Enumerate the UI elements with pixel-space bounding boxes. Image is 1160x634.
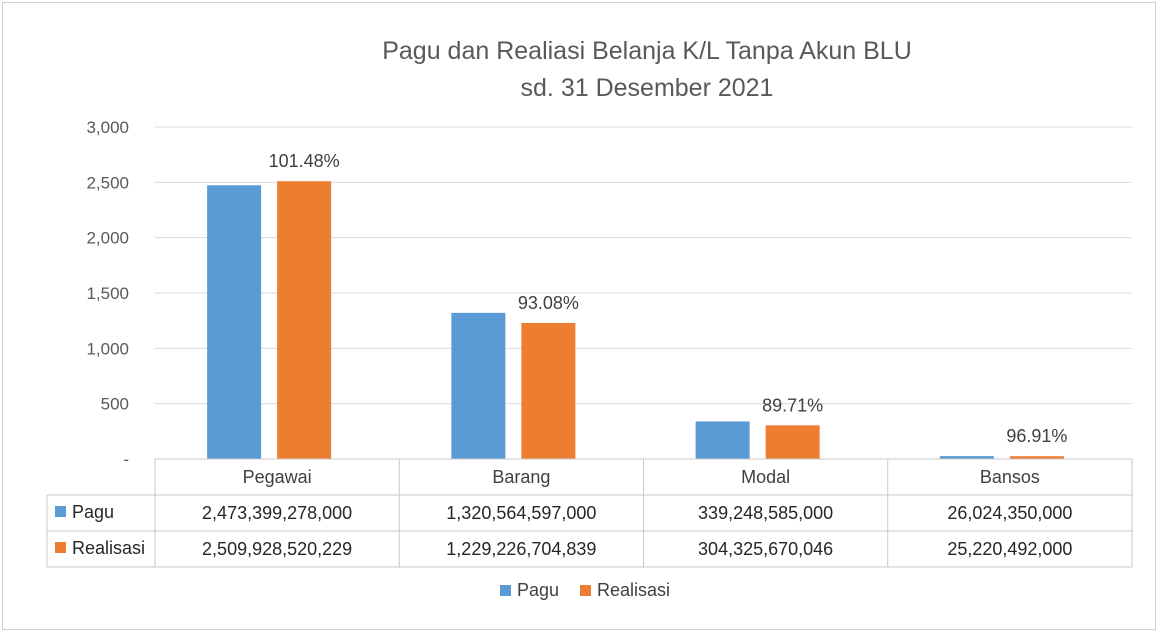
data-label: 93.08% — [518, 293, 579, 313]
y-tick-label: - — [123, 450, 129, 469]
bar-realisasi-modal — [765, 425, 820, 459]
legend-key — [580, 585, 591, 596]
table-cell: 25,220,492,000 — [947, 539, 1072, 559]
bar-pagu-bansos — [939, 456, 994, 459]
table-row-label: Pagu — [72, 502, 114, 522]
data-label: 89.71% — [762, 395, 823, 415]
data-label: 101.48% — [269, 151, 340, 171]
legend-label: Realisasi — [597, 580, 670, 600]
table-cell: 1,229,226,704,839 — [446, 539, 596, 559]
y-tick-label: 2,000 — [86, 229, 129, 248]
category-label: Bansos — [980, 467, 1040, 487]
table-cell: 304,325,670,046 — [698, 539, 833, 559]
category-label: Modal — [741, 467, 790, 487]
bar-realisasi-barang — [521, 322, 576, 459]
table-cell: 339,248,585,000 — [698, 503, 833, 523]
legend-label: Pagu — [517, 580, 559, 600]
table-cell: 26,024,350,000 — [947, 503, 1072, 523]
y-tick-label: 1,000 — [86, 339, 129, 358]
category-label: Pegawai — [243, 467, 312, 487]
bar-pagu-barang — [451, 312, 506, 459]
table-cell: 1,320,564,597,000 — [446, 503, 596, 523]
bar-chart: Pagu dan Realiasi Belanja K/L Tanpa Akun… — [46, 37, 1133, 600]
bar-pagu-modal — [695, 421, 750, 459]
y-tick-label: 3,000 — [86, 118, 129, 137]
table-cell: 2,509,928,520,229 — [202, 539, 352, 559]
bar-realisasi-pegawai — [277, 181, 332, 460]
table-legend-key — [55, 542, 66, 553]
table-row-label: Realisasi — [72, 538, 145, 558]
bar-pagu-pegawai — [207, 185, 262, 459]
y-tick-label: 500 — [101, 395, 129, 414]
table-legend-key — [55, 506, 66, 517]
bar-realisasi-bansos — [1009, 456, 1064, 459]
category-label: Barang — [492, 467, 550, 487]
y-tick-label: 2,500 — [86, 173, 129, 192]
chart-title: Pagu dan Realiasi Belanja K/L Tanpa Akun… — [382, 37, 912, 65]
table-cell: 2,473,399,278,000 — [202, 503, 352, 523]
chart-subtitle: sd. 31 Desember 2021 — [521, 74, 774, 102]
y-tick-label: 1,500 — [86, 284, 129, 303]
data-label: 96.91% — [1006, 426, 1067, 446]
legend-key — [500, 585, 511, 596]
